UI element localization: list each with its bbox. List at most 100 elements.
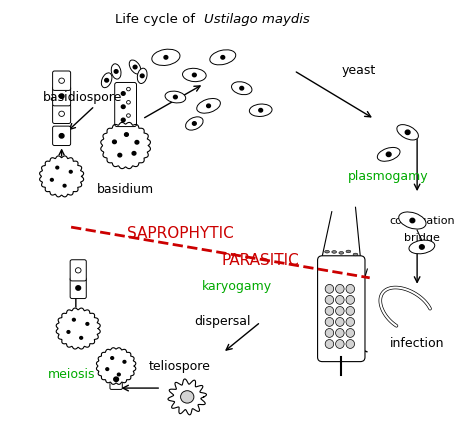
Circle shape (106, 368, 109, 370)
Ellipse shape (152, 49, 180, 65)
Ellipse shape (336, 284, 344, 293)
Ellipse shape (325, 329, 334, 337)
FancyBboxPatch shape (318, 256, 365, 362)
FancyBboxPatch shape (53, 71, 71, 90)
Ellipse shape (325, 284, 334, 293)
FancyBboxPatch shape (70, 260, 86, 281)
Circle shape (63, 184, 66, 187)
Circle shape (419, 245, 424, 249)
Text: meiosis: meiosis (47, 368, 95, 381)
Circle shape (69, 170, 72, 173)
Polygon shape (96, 348, 136, 385)
Circle shape (76, 286, 81, 290)
Polygon shape (40, 156, 83, 197)
Text: conjugation: conjugation (389, 216, 455, 225)
Ellipse shape (325, 306, 334, 315)
Ellipse shape (336, 340, 344, 348)
Circle shape (135, 141, 139, 144)
Ellipse shape (182, 68, 206, 82)
Circle shape (112, 140, 116, 144)
Circle shape (192, 73, 196, 77)
Ellipse shape (346, 250, 351, 253)
Ellipse shape (186, 117, 203, 130)
Circle shape (121, 105, 125, 108)
Circle shape (67, 331, 70, 333)
Circle shape (125, 133, 128, 136)
Circle shape (50, 179, 53, 181)
Ellipse shape (332, 254, 337, 256)
Ellipse shape (249, 104, 272, 116)
Ellipse shape (346, 318, 355, 326)
Circle shape (73, 318, 75, 321)
Polygon shape (56, 308, 100, 349)
Text: basidium: basidium (97, 183, 154, 196)
Ellipse shape (399, 212, 426, 229)
Circle shape (173, 95, 177, 99)
Ellipse shape (339, 254, 344, 257)
Circle shape (192, 122, 196, 125)
Ellipse shape (336, 306, 344, 315)
Circle shape (132, 152, 136, 155)
Circle shape (121, 92, 125, 95)
Ellipse shape (197, 98, 220, 113)
Text: yeast: yeast (341, 64, 375, 77)
FancyBboxPatch shape (53, 126, 71, 146)
Circle shape (80, 336, 82, 339)
Circle shape (105, 78, 109, 82)
Text: bridge: bridge (404, 233, 440, 243)
Ellipse shape (346, 340, 355, 348)
Circle shape (111, 357, 114, 359)
Ellipse shape (346, 306, 355, 315)
Text: plasmogamy: plasmogamy (348, 170, 429, 183)
FancyBboxPatch shape (53, 86, 71, 106)
Ellipse shape (397, 125, 419, 140)
Text: karyogamy: karyogamy (202, 280, 272, 293)
Text: PARASITIC: PARASITIC (222, 253, 300, 268)
Circle shape (86, 322, 89, 325)
FancyBboxPatch shape (110, 369, 122, 389)
Ellipse shape (353, 254, 358, 257)
Ellipse shape (325, 252, 329, 255)
Ellipse shape (129, 60, 141, 74)
Text: infection: infection (390, 337, 444, 351)
Circle shape (221, 56, 225, 59)
Ellipse shape (409, 240, 435, 254)
Ellipse shape (231, 82, 252, 95)
Ellipse shape (346, 295, 355, 304)
Polygon shape (168, 379, 207, 415)
Text: basidiospore: basidiospore (43, 90, 122, 104)
Circle shape (121, 118, 125, 122)
Circle shape (181, 391, 194, 403)
Circle shape (114, 377, 118, 381)
Ellipse shape (346, 329, 355, 337)
Circle shape (114, 70, 118, 73)
Ellipse shape (210, 50, 236, 65)
Ellipse shape (325, 318, 334, 326)
Circle shape (386, 152, 391, 157)
Text: Ustilago maydis: Ustilago maydis (204, 13, 310, 26)
Circle shape (207, 104, 210, 108)
FancyBboxPatch shape (115, 82, 137, 127)
Circle shape (133, 65, 137, 69)
Ellipse shape (336, 318, 344, 326)
FancyBboxPatch shape (53, 104, 71, 123)
Text: Life cycle of: Life cycle of (115, 13, 199, 26)
Ellipse shape (346, 284, 355, 293)
Circle shape (123, 360, 126, 363)
Circle shape (56, 166, 59, 169)
Circle shape (140, 74, 144, 78)
Circle shape (240, 86, 244, 90)
Polygon shape (101, 123, 150, 168)
Ellipse shape (325, 295, 334, 304)
Circle shape (164, 56, 168, 59)
Ellipse shape (336, 329, 344, 337)
Ellipse shape (165, 91, 186, 103)
Circle shape (410, 218, 415, 223)
Circle shape (118, 373, 120, 376)
Text: teliospore: teliospore (149, 359, 211, 373)
Circle shape (405, 130, 410, 135)
Ellipse shape (325, 340, 334, 348)
Circle shape (259, 108, 263, 112)
Text: SAPROPHYTIC: SAPROPHYTIC (127, 226, 234, 241)
Ellipse shape (336, 295, 344, 304)
